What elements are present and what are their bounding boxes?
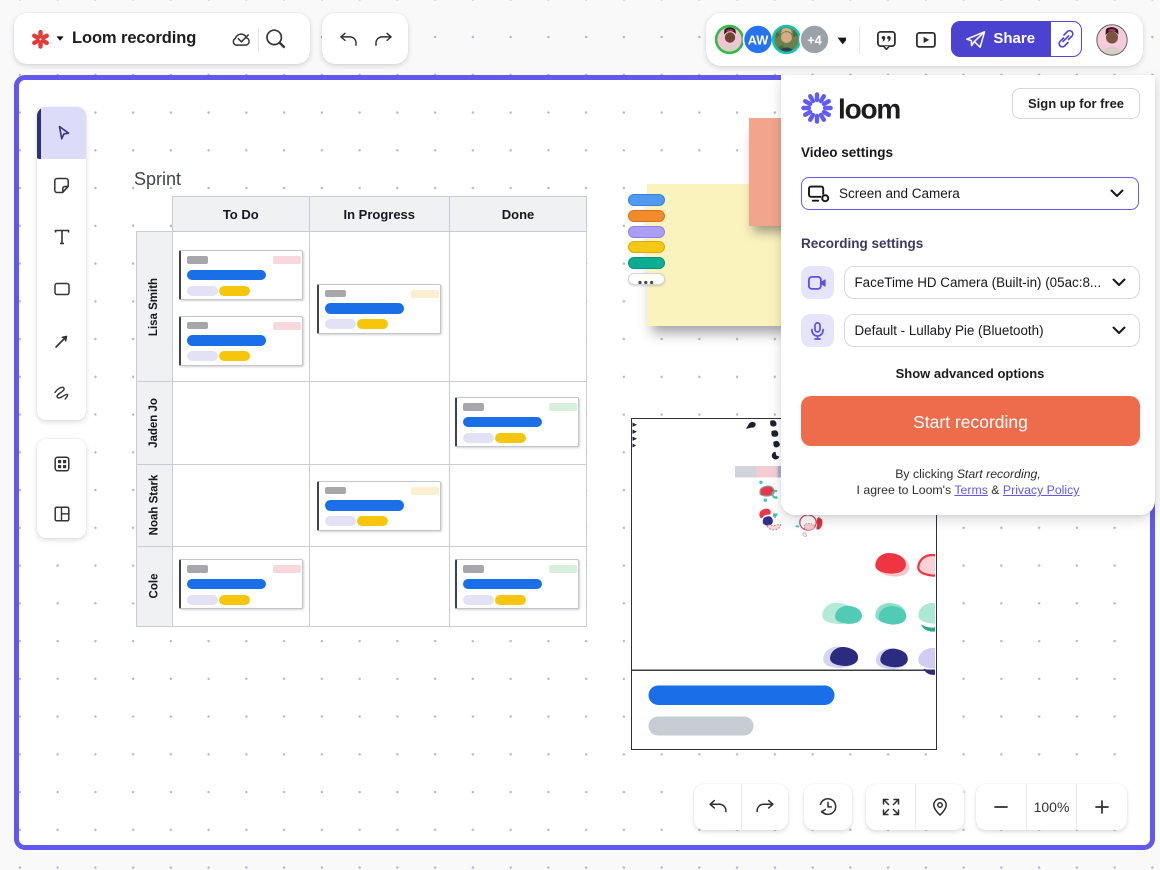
svg-text:loom: loom [838,94,900,125]
svg-text:AW: AW [748,32,770,47]
svg-text:+4: +4 [807,32,822,47]
